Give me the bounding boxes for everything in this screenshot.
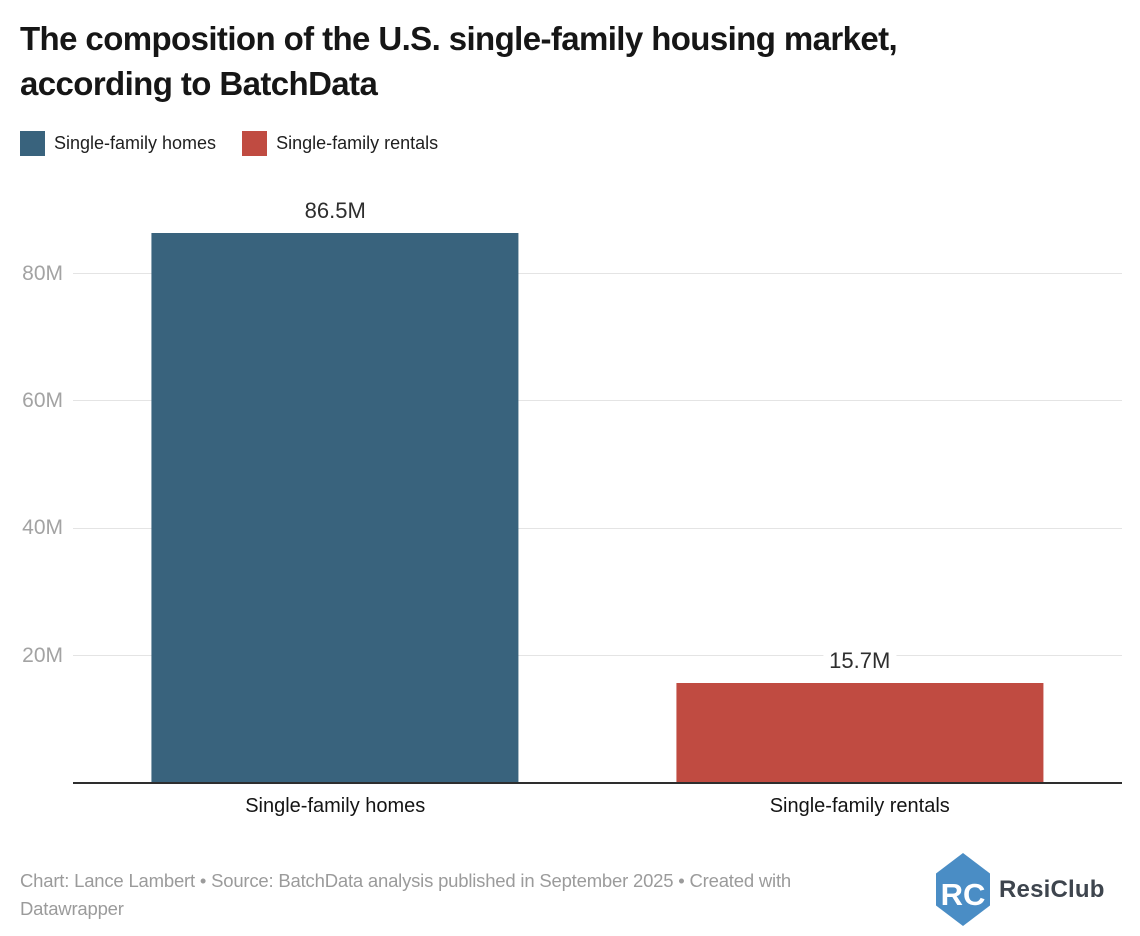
legend-item-single-family-homes: Single-family homes: [20, 131, 216, 156]
gridline-60M: [73, 400, 1122, 402]
y-axis: 20M 40M 60M 80M: [0, 190, 63, 783]
legend-swatch: [20, 131, 45, 156]
legend-item-single-family-rentals: Single-family rentals: [242, 131, 438, 156]
chart-title-line2: according to BatchData: [20, 65, 378, 102]
plot-area: 86.5M 15.7M: [73, 190, 1122, 784]
x-axis-line: [73, 782, 1122, 784]
bar-value-label-single-family-homes: 86.5M: [298, 197, 372, 224]
x-axis-labels: Single-family homes Single-family rentals: [73, 793, 1122, 821]
gridline-20M: [73, 654, 1122, 656]
resiclub-logo-text: ResiClub: [999, 875, 1105, 903]
bar-single-family-rentals: [676, 683, 1044, 783]
legend-swatch: [242, 131, 268, 156]
legend-label: Single-family rentals: [276, 133, 439, 153]
y-tick-label-40M: 40M: [22, 516, 63, 540]
resiclub-monogram: RC: [941, 877, 986, 912]
resiclub-logo[interactable]: RC ResiClub: [936, 853, 1105, 926]
gridline-40M: [73, 527, 1122, 529]
y-tick-label-20M: 20M: [22, 643, 63, 667]
bar-single-family-homes: [151, 232, 519, 783]
resiclub-logo-icon: RC: [936, 853, 990, 926]
resiclub-house-shape: [936, 853, 990, 926]
x-category-label-single-family-homes: Single-family homes: [245, 795, 426, 817]
chart-credit: Chart: Lance Lambert • Source: BatchData…: [20, 870, 791, 919]
legend: Single-family homes Single-family rentals: [20, 131, 464, 156]
y-tick-label-80M: 80M: [22, 261, 63, 285]
x-category-label-single-family-rentals: Single-family rentals: [769, 795, 950, 817]
chart-title: The composition of the U.S. single-famil…: [20, 16, 1120, 106]
chart-title-line1: The composition of the U.S. single-famil…: [20, 20, 898, 57]
y-tick-label-60M: 60M: [22, 389, 63, 413]
bar-value-label-single-family-rentals: 15.7M: [823, 648, 897, 675]
legend-label: Single-family homes: [54, 133, 217, 153]
gridline-80M: [73, 273, 1122, 274]
